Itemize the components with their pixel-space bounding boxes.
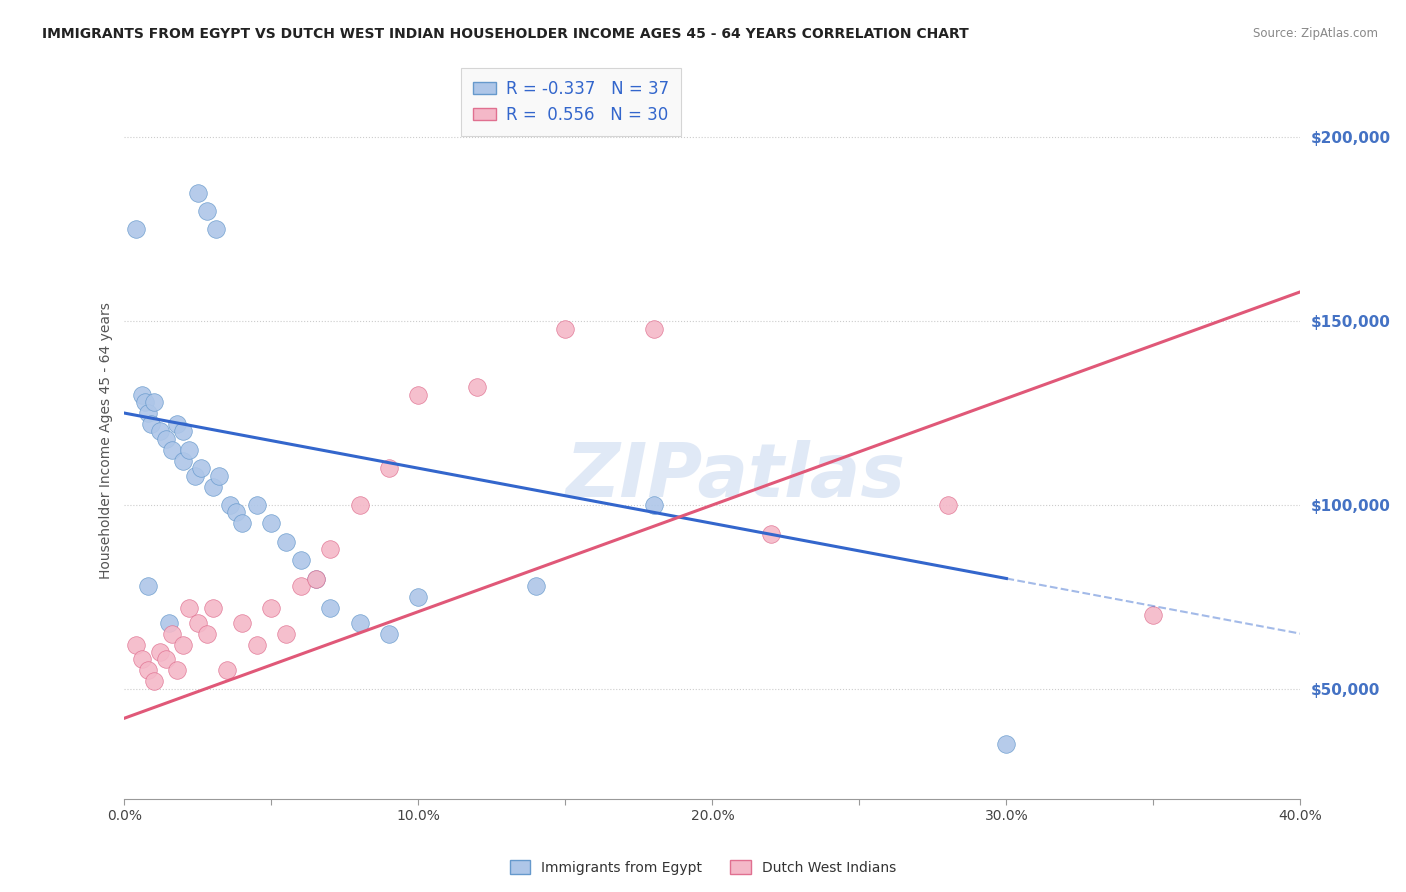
Point xyxy=(172,454,194,468)
Point xyxy=(761,527,783,541)
Point xyxy=(157,615,180,630)
Point xyxy=(554,321,576,335)
Point xyxy=(172,425,194,439)
Point xyxy=(260,516,283,531)
Point xyxy=(179,601,201,615)
Point xyxy=(290,579,312,593)
Point xyxy=(936,498,959,512)
Point xyxy=(524,579,547,593)
Point xyxy=(136,579,159,593)
Point xyxy=(155,432,177,446)
Point xyxy=(134,395,156,409)
Point xyxy=(139,417,162,431)
Point xyxy=(319,601,342,615)
Legend: R = -0.337   N = 37, R =  0.556   N = 30: R = -0.337 N = 37, R = 0.556 N = 30 xyxy=(461,68,682,136)
Point xyxy=(160,626,183,640)
Point xyxy=(136,406,159,420)
Point xyxy=(131,652,153,666)
Point xyxy=(225,505,247,519)
Point xyxy=(201,601,224,615)
Point xyxy=(378,626,401,640)
Point xyxy=(995,737,1018,751)
Point xyxy=(142,674,165,689)
Point xyxy=(187,186,209,200)
Point xyxy=(1142,608,1164,623)
Point xyxy=(149,645,172,659)
Point xyxy=(231,516,253,531)
Point xyxy=(184,468,207,483)
Point xyxy=(349,498,371,512)
Point xyxy=(166,417,188,431)
Point xyxy=(276,534,298,549)
Point xyxy=(195,203,218,218)
Point xyxy=(219,498,242,512)
Point xyxy=(231,615,253,630)
Point xyxy=(179,442,201,457)
Point xyxy=(408,590,430,604)
Point xyxy=(136,664,159,678)
Point xyxy=(131,388,153,402)
Point xyxy=(142,395,165,409)
Text: Source: ZipAtlas.com: Source: ZipAtlas.com xyxy=(1253,27,1378,40)
Point xyxy=(166,664,188,678)
Point xyxy=(349,615,371,630)
Point xyxy=(207,468,229,483)
Point xyxy=(465,380,488,394)
Point xyxy=(290,553,312,567)
Point xyxy=(643,498,665,512)
Point xyxy=(304,572,326,586)
Point xyxy=(319,542,342,557)
Point xyxy=(276,626,298,640)
Point xyxy=(172,638,194,652)
Point xyxy=(643,321,665,335)
Point xyxy=(201,480,224,494)
Point xyxy=(217,664,239,678)
Point xyxy=(155,652,177,666)
Point xyxy=(187,615,209,630)
Point xyxy=(160,442,183,457)
Point xyxy=(260,601,283,615)
Point xyxy=(125,638,148,652)
Point xyxy=(149,425,172,439)
Legend: Immigrants from Egypt, Dutch West Indians: Immigrants from Egypt, Dutch West Indian… xyxy=(503,855,903,880)
Point xyxy=(125,222,148,236)
Point xyxy=(246,638,269,652)
Point xyxy=(246,498,269,512)
Point xyxy=(195,626,218,640)
Text: ZIPatlas: ZIPatlas xyxy=(567,440,905,513)
Y-axis label: Householder Income Ages 45 - 64 years: Householder Income Ages 45 - 64 years xyxy=(100,302,114,579)
Point xyxy=(190,461,212,475)
Text: IMMIGRANTS FROM EGYPT VS DUTCH WEST INDIAN HOUSEHOLDER INCOME AGES 45 - 64 YEARS: IMMIGRANTS FROM EGYPT VS DUTCH WEST INDI… xyxy=(42,27,969,41)
Point xyxy=(408,388,430,402)
Point xyxy=(304,572,326,586)
Point xyxy=(204,222,226,236)
Point xyxy=(378,461,401,475)
